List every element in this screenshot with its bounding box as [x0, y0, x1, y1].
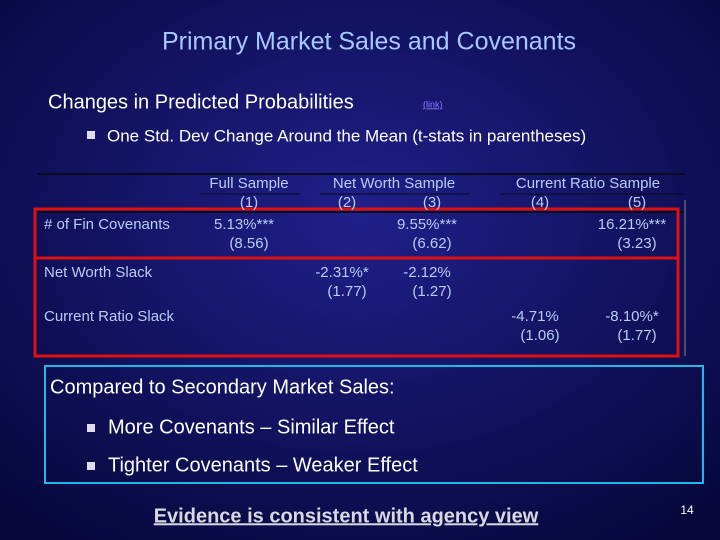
t-stat: (8.56) [229, 235, 268, 252]
t-stat: (1.77) [617, 327, 656, 344]
estimate: 16.21%*** [598, 216, 667, 233]
heading-link[interactable]: (link) [423, 99, 443, 109]
estimate: -2.31%* [315, 264, 369, 281]
column-number: (4) [531, 194, 549, 211]
conclusion: Evidence is consistent with agency view [154, 505, 539, 527]
heading: Changes in Predicted Probabilities [48, 91, 354, 113]
column-number: (2) [338, 194, 356, 211]
title: Primary Market Sales and Covenants [162, 28, 576, 56]
bullet-list: More Covenants – Similar Effect Tighter C… [87, 416, 418, 476]
t-stat: (1.27) [412, 283, 451, 300]
t-stat: (1.77) [327, 283, 366, 300]
estimate: -2.12% [403, 264, 451, 281]
column-number: (3) [423, 194, 441, 211]
group-header: Full Sample [209, 175, 288, 192]
estimate: -8.10%* [605, 308, 659, 325]
page-number: 14 [680, 503, 694, 517]
row-label: Net Worth Slack [44, 264, 153, 281]
subheading: One Std. Dev Change Around the Mean (t-s… [107, 126, 586, 145]
results-table: Full Sample Net Worth Sample Current Ratio… [33, 173, 686, 358]
estimate: 5.13%*** [214, 216, 274, 233]
box-title: Compared to Secondary Market Sales: [50, 376, 395, 398]
comparison-box [44, 365, 704, 484]
bullet-marker [87, 131, 95, 139]
group-header: Current Ratio Sample [516, 175, 660, 192]
t-stat: (3.23) [617, 235, 656, 252]
estimate: -4.71% [511, 308, 559, 325]
t-stat: (6.62) [412, 235, 451, 252]
bullet-marker [87, 462, 95, 470]
group-header: Net Worth Sample [333, 175, 455, 192]
bullet-text: More Covenants – Similar Effect [108, 416, 395, 438]
bullet-text: Tighter Covenants – Weaker Effect [108, 454, 418, 476]
column-number: (1) [240, 194, 258, 211]
row-label: # of Fin Covenants [44, 216, 170, 233]
row-label: Current Ratio Slack [44, 308, 175, 325]
bullet-marker [87, 424, 95, 432]
estimate: 9.55%*** [397, 216, 457, 233]
t-stat: (1.06) [520, 327, 559, 344]
highlight-box [33, 207, 680, 358]
column-number: (5) [628, 194, 646, 211]
